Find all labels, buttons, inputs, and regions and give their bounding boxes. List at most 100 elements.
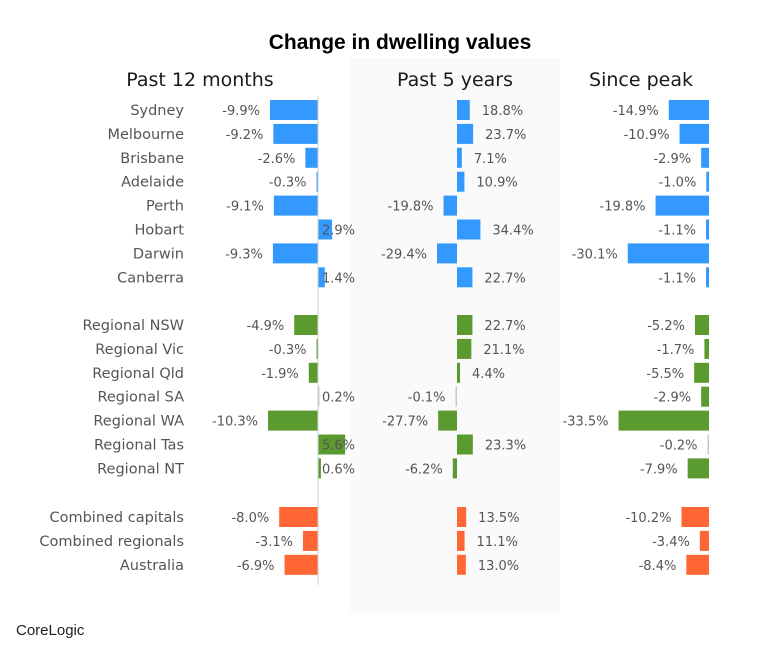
bar-past12	[308, 362, 318, 383]
value-label-past12: -6.9%	[237, 559, 275, 574]
chart-row: Regional WA -10.3% -27.7% -33.5%	[93, 410, 709, 431]
value-label-peak: -1.7%	[657, 343, 695, 358]
bar-past5	[438, 410, 457, 431]
bar-past5	[457, 123, 474, 144]
chart-row: Combined capitals -8.0% 13.5% -10.2%	[49, 507, 709, 527]
bar-past5	[455, 386, 457, 407]
value-label-past12: -2.6%	[258, 152, 296, 167]
value-label-past12: 5.6%	[322, 439, 355, 454]
bar-peak	[699, 530, 709, 551]
chart-row: Perth -9.1% -19.8% -19.8%	[146, 195, 709, 216]
bar-peak	[701, 386, 709, 407]
value-label-peak: -14.9%	[613, 104, 659, 119]
bar-past5	[457, 147, 462, 168]
bar-past12	[294, 315, 318, 335]
chart-row: Sydney -9.9% 18.8% -14.9%	[130, 100, 709, 120]
bar-past12	[273, 195, 318, 216]
value-label-peak: -7.9%	[640, 462, 678, 477]
bar-past5	[457, 315, 473, 335]
value-label-peak: -3.4%	[652, 535, 690, 550]
bar-past5	[457, 338, 472, 359]
value-label-past12: -9.9%	[222, 104, 260, 119]
value-label-past12: -1.9%	[261, 367, 299, 382]
value-label-peak: -1.1%	[658, 224, 696, 239]
row-label: Brisbane	[120, 151, 184, 167]
value-label-past12: 1.4%	[322, 271, 355, 286]
chart-title: Change in dwelling values	[269, 31, 532, 54]
bar-peak	[704, 338, 709, 359]
value-label-past12: -9.3%	[225, 247, 263, 262]
row-label: Regional WA	[93, 414, 184, 430]
value-label-past5: -0.1%	[408, 391, 446, 406]
value-label-past5: 13.0%	[478, 559, 519, 574]
bar-past5	[457, 219, 481, 240]
row-label: Sydney	[130, 103, 184, 119]
chart-row: Australia -6.9% 13.0% -8.4%	[120, 554, 709, 575]
bar-peak	[706, 171, 709, 192]
bar-past12	[318, 219, 333, 240]
chart-row: Regional Qld -1.9% 4.4% -5.5%	[92, 362, 709, 383]
bar-past12	[269, 100, 318, 120]
chart-row: Adelaide -0.3% 10.9% -1.0%	[121, 171, 709, 192]
bar-past12	[316, 338, 318, 359]
value-label-past5: 11.1%	[477, 535, 518, 550]
panel-title-past12: Past 12 months	[126, 69, 273, 91]
row-label: Perth	[146, 199, 184, 215]
value-label-past12: 2.9%	[322, 224, 355, 239]
bar-peak	[679, 123, 709, 144]
chart-row: Canberra 1.4% 22.7% -1.1%	[117, 267, 709, 288]
row-label: Regional Tas	[94, 438, 184, 454]
value-label-peak: -5.5%	[646, 367, 684, 382]
bar-peak	[707, 434, 709, 455]
value-label-peak: -10.2%	[625, 511, 671, 526]
bar-peak	[701, 147, 709, 168]
bar-peak	[668, 100, 709, 120]
row-label: Regional NSW	[82, 318, 184, 334]
bar-past5	[443, 195, 457, 216]
value-label-peak: -8.4%	[639, 559, 677, 574]
row-label: Regional SA	[97, 390, 184, 406]
value-label-past5: 22.7%	[484, 319, 525, 334]
row-label: Adelaide	[121, 175, 184, 191]
bar-peak	[627, 243, 709, 264]
bar-past5	[457, 434, 473, 455]
bar-past5	[457, 100, 470, 120]
row-label: Canberra	[117, 270, 184, 286]
value-label-past5: -29.4%	[381, 247, 427, 262]
bar-past12	[268, 410, 318, 431]
value-label-peak: -19.8%	[600, 200, 646, 215]
value-label-peak: -2.9%	[653, 391, 691, 406]
chart-row: Regional Tas 5.6% 23.3% -0.2%	[94, 434, 709, 455]
panel-title-past5: Past 5 years	[397, 69, 513, 91]
value-label-past12: -10.3%	[212, 415, 258, 430]
chart-row: Regional SA 0.2% -0.1% -2.9%	[97, 386, 709, 407]
value-label-past12: -9.1%	[226, 200, 264, 215]
panel-title-peak: Since peak	[589, 69, 693, 91]
source-label: CoreLogic	[16, 622, 85, 639]
bar-past5	[457, 530, 465, 551]
value-label-past5: 23.3%	[485, 439, 526, 454]
value-label-past5: 4.4%	[472, 367, 505, 382]
row-label: Regional Vic	[95, 342, 184, 358]
bar-past12	[273, 123, 318, 144]
bar-past12	[318, 267, 325, 288]
value-label-past12: 0.6%	[322, 462, 355, 477]
value-label-past12: -4.9%	[247, 319, 285, 334]
value-label-past12: -9.2%	[226, 128, 264, 143]
value-label-past5: 7.1%	[474, 152, 507, 167]
chart-row: Regional Vic -0.3% 21.1% -1.7%	[95, 338, 709, 359]
chart-row: Combined regionals -3.1% 11.1% -3.4%	[39, 530, 709, 551]
bar-peak	[681, 507, 709, 527]
panel-shade-past5	[350, 58, 560, 613]
value-label-past5: -6.2%	[405, 462, 443, 477]
value-label-past5: -19.8%	[388, 200, 434, 215]
bar-past5	[457, 362, 460, 383]
value-label-past5: 21.1%	[483, 343, 524, 358]
chart-row: Darwin -9.3% -29.4% -30.1%	[133, 243, 709, 264]
value-label-peak: -10.9%	[624, 128, 670, 143]
bar-past12	[316, 171, 318, 192]
value-label-past5: 13.5%	[478, 511, 519, 526]
row-label: Combined capitals	[49, 510, 184, 526]
value-label-peak: -5.2%	[647, 319, 685, 334]
chart-row: Regional NSW -4.9% 22.7% -5.2%	[82, 315, 709, 335]
